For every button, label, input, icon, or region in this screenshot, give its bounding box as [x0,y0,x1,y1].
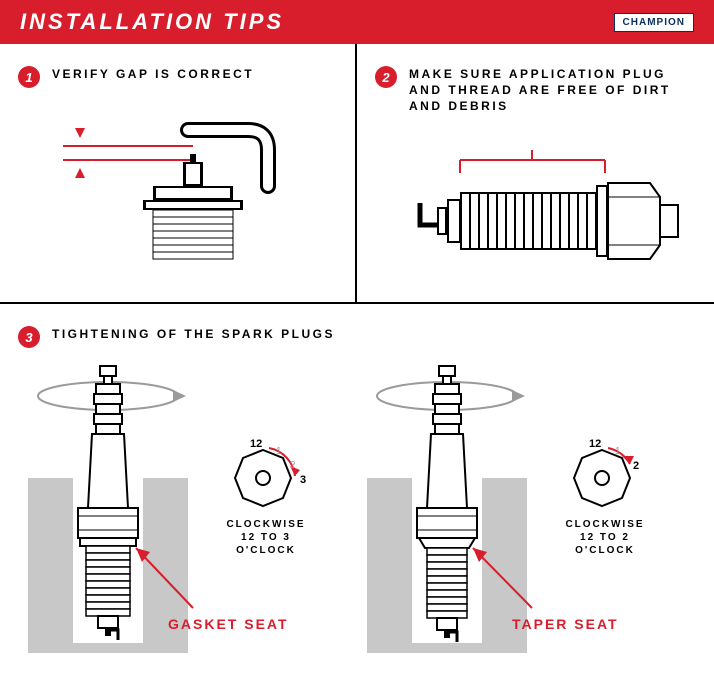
taper-seat-label: TAPER SEAT [512,616,619,632]
gap-diagram [18,98,337,268]
taper-column: 12 1 2 CLOCKWISE 12 TO 2 O'CLOCK TAPER S… [357,358,696,698]
step-1-badge: 1 [18,66,40,88]
clock-1-grey-b: 1 [615,446,621,457]
step-3-header: 3 TIGHTENING OF THE SPARK PLUGS [18,326,696,348]
gasket-clock-label: CLOCKWISE 12 TO 3 O'CLOCK [216,518,316,557]
clock-3: 3 [300,474,306,486]
step-3-panel: 3 TIGHTENING OF THE SPARK PLUGS [0,304,714,698]
step-2-badge: 2 [375,66,397,88]
plugs-row: 12 1 2 3 CLOCKWISE 12 TO 3 O'CLOCK GASKE… [18,358,696,698]
step-2-text: MAKE SURE APPLICATION PLUG AND THREAD AR… [409,66,696,115]
step-2-header: 2 MAKE SURE APPLICATION PLUG AND THREAD … [375,66,696,115]
clock-1-grey: 1 [276,446,282,457]
step-2-panel: 2 MAKE SURE APPLICATION PLUG AND THREAD … [357,44,714,302]
clock-2-b: 2 [633,460,639,472]
step-1-header: 1 VERIFY GAP IS CORRECT [18,66,337,88]
brand-logo: CHAMPION [614,13,694,32]
step-1-text: VERIFY GAP IS CORRECT [52,66,254,82]
gasket-seat-label: GASKET SEAT [168,616,289,632]
clock-2-grey: 2 [290,460,296,471]
thread-diagram [375,125,696,295]
taper-clock-label: CLOCKWISE 12 TO 2 O'CLOCK [555,518,655,557]
clock-12: 12 [250,438,262,450]
step-1-panel: 1 VERIFY GAP IS CORRECT [0,44,357,302]
page-title: INSTALLATION TIPS [20,9,284,35]
step-3-badge: 3 [18,326,40,348]
header-bar: INSTALLATION TIPS CHAMPION [0,0,714,44]
clock-12-b: 12 [589,438,601,450]
gasket-column: 12 1 2 3 CLOCKWISE 12 TO 3 O'CLOCK GASKE… [18,358,357,698]
top-section: 1 VERIFY GAP IS CORRECT [0,44,714,304]
step-3-text: TIGHTENING OF THE SPARK PLUGS [52,326,335,342]
